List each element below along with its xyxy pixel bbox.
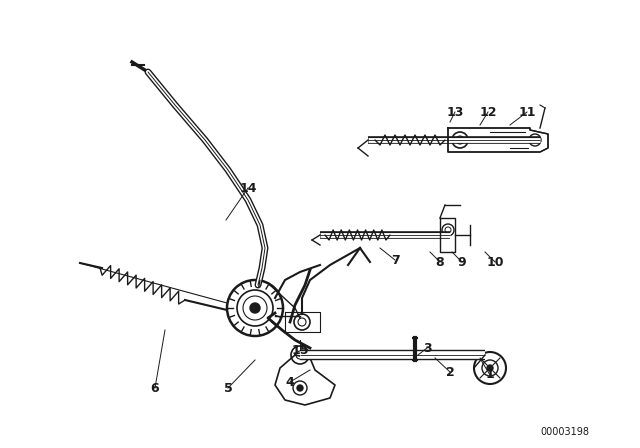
Text: 1: 1: [486, 369, 494, 382]
Text: 2: 2: [445, 366, 454, 379]
Text: 4: 4: [285, 375, 294, 388]
Circle shape: [297, 385, 303, 391]
Text: 8: 8: [436, 255, 444, 268]
Text: 13: 13: [446, 105, 464, 119]
Text: 15: 15: [291, 344, 308, 357]
Text: 14: 14: [239, 181, 257, 194]
Text: 11: 11: [518, 105, 536, 119]
Circle shape: [250, 303, 260, 313]
Text: 9: 9: [458, 255, 467, 268]
Text: 00003198: 00003198: [541, 427, 589, 437]
Text: 3: 3: [422, 341, 431, 354]
Polygon shape: [448, 128, 548, 152]
Text: 10: 10: [486, 255, 504, 268]
Text: 12: 12: [479, 105, 497, 119]
Text: 6: 6: [150, 382, 159, 395]
Text: 7: 7: [390, 254, 399, 267]
Circle shape: [487, 365, 493, 371]
Text: 5: 5: [223, 382, 232, 395]
